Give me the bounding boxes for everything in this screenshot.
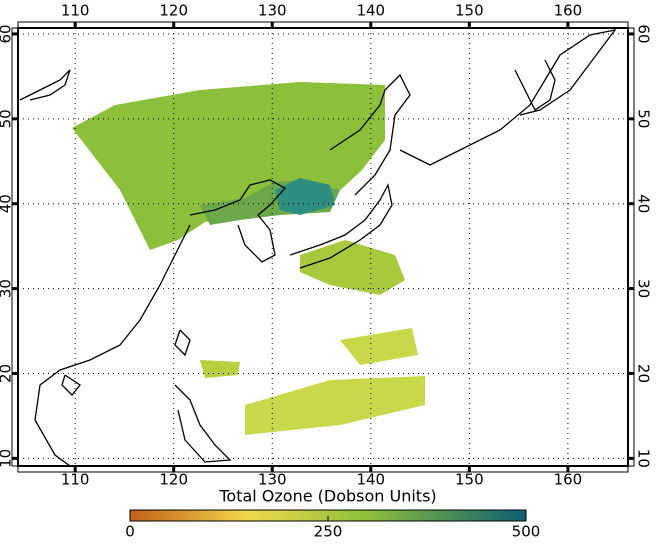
y-tick-label: 40 <box>635 194 653 213</box>
map-area <box>19 29 617 466</box>
coastline <box>289 183 393 269</box>
x-tick-label: 150 <box>455 471 484 489</box>
colorbar-tick-label: 500 <box>512 523 541 541</box>
y-tick-label: 60 <box>0 24 15 43</box>
frame-bar <box>17 21 629 29</box>
x-tick-label: 130 <box>258 471 287 489</box>
colorbar-tick-label: 0 <box>125 523 135 541</box>
ozone-swath <box>200 360 240 378</box>
coastline <box>174 384 232 463</box>
ozone-swath <box>300 240 405 295</box>
x-tick-label: 140 <box>356 471 385 489</box>
y-tick-label: 10 <box>635 449 653 468</box>
colorbar-tick-label: 250 <box>314 523 343 541</box>
y-tick-label: 30 <box>635 279 653 298</box>
x-tick-label: 160 <box>554 2 583 20</box>
coastline <box>174 329 191 357</box>
ozone-swath <box>340 328 418 365</box>
coastline <box>514 59 556 111</box>
ozone-swath <box>275 178 335 215</box>
colorbar-title: Total Ozone (Dobson Units) <box>218 487 436 506</box>
ozone-swath <box>245 376 425 435</box>
coastline <box>61 374 81 396</box>
y-tick-label: 10 <box>0 449 15 468</box>
ozone-swath <box>72 82 385 250</box>
coastline <box>329 73 411 196</box>
x-tick-label: 110 <box>61 2 90 20</box>
y-tick-label: 50 <box>0 109 15 128</box>
x-tick-label: 120 <box>159 471 188 489</box>
x-tick-label: 140 <box>356 2 385 20</box>
x-tick-label: 150 <box>455 2 484 20</box>
coastline <box>19 69 71 101</box>
coastline <box>399 29 617 166</box>
y-tick-label: 50 <box>635 109 653 128</box>
y-tick-label: 20 <box>0 364 15 383</box>
y-tick-label: 20 <box>635 364 653 383</box>
x-tick-label: 110 <box>61 471 90 489</box>
frame-bar <box>627 27 635 467</box>
frame-bar <box>11 27 19 467</box>
frame-bar <box>17 465 629 473</box>
x-tick-label: 160 <box>554 471 583 489</box>
x-tick-label: 120 <box>159 2 188 20</box>
y-tick-label: 60 <box>635 24 653 43</box>
coastline <box>189 179 287 263</box>
x-tick-label: 130 <box>258 2 287 20</box>
coastline <box>34 224 191 466</box>
y-tick-label: 40 <box>0 194 15 213</box>
y-tick-label: 30 <box>0 279 15 298</box>
